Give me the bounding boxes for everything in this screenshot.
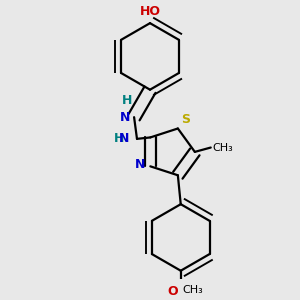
Text: N: N [119, 132, 129, 146]
Text: HO: HO [140, 5, 160, 18]
Text: O: O [167, 285, 178, 298]
Text: N: N [135, 158, 145, 171]
Text: N: N [119, 111, 130, 124]
Text: H: H [114, 132, 124, 146]
Text: H: H [122, 94, 132, 107]
Text: CH₃: CH₃ [212, 142, 233, 152]
Text: S: S [181, 112, 190, 126]
Text: CH₃: CH₃ [182, 285, 203, 295]
